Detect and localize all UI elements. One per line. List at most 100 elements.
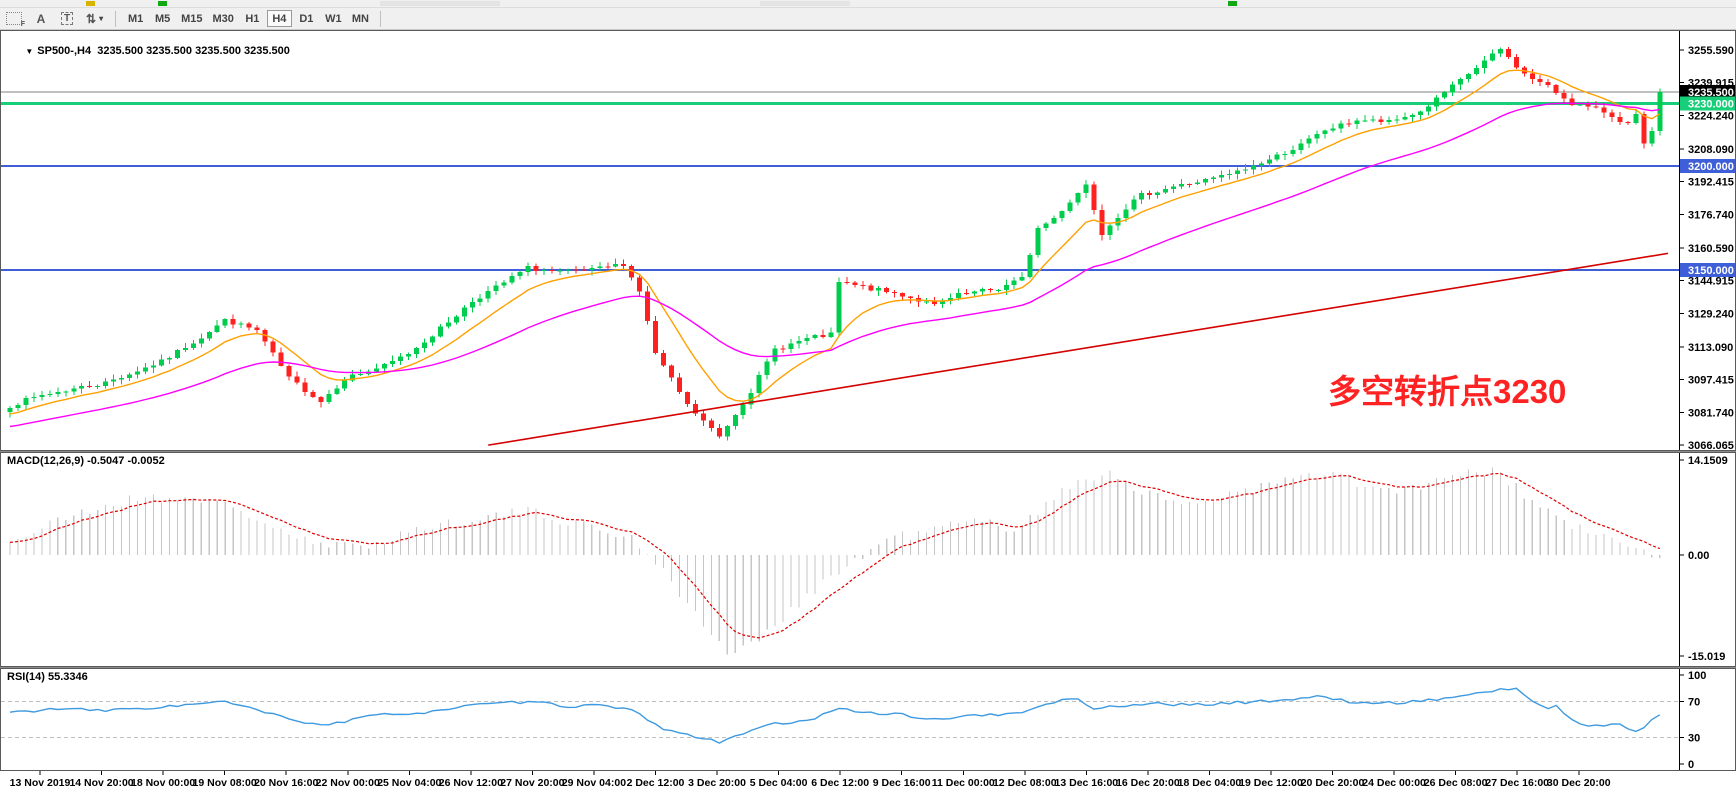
green-line-badge — [1680, 96, 1735, 111]
timeframe-button-h4[interactable]: H4 — [266, 10, 292, 27]
toolbar-separator — [115, 10, 117, 27]
rsi-axis-label: 70 — [1688, 697, 1700, 709]
ma-fast-orange-line — [9, 69, 1661, 415]
timeframe-button-m1[interactable]: M1 — [123, 10, 148, 27]
price-axis-label: 3097.415 — [1688, 375, 1734, 387]
time-axis-label: 6 Dec 12:00 — [811, 777, 869, 789]
red-trendline[interactable] — [488, 252, 1669, 446]
price-axis-label: 3129.240 — [1688, 308, 1734, 320]
decor-icon — [1228, 1, 1237, 6]
macd-axis-label: 0.00 — [1688, 550, 1709, 562]
arrows-icon: ⇅ — [86, 11, 97, 26]
toolbar-strip-partial — [0, 0, 1736, 8]
timeframe-button-w1[interactable]: W1 — [321, 10, 346, 27]
macd-axis-label: -15.019 — [1688, 651, 1725, 663]
chart-title-quotes: 3235.500 3235.500 3235.500 3235.500 — [97, 45, 290, 57]
time-axis-label: 3 Dec 20:00 — [688, 777, 746, 789]
price-axis-label: 3113.090 — [1688, 342, 1733, 354]
time-axis-label: 26 Dec 08:00 — [1424, 777, 1488, 789]
blue-line-badge-3150-text: 3150.000 — [1688, 265, 1734, 277]
price-axis-label: 3160.590 — [1688, 243, 1734, 255]
price-axis-label: 3176.740 — [1688, 209, 1734, 221]
rsi-axis-label: 100 — [1688, 670, 1706, 682]
chart-title-symbol: SP500-,H4 — [37, 45, 92, 57]
decor-icon — [380, 1, 500, 6]
time-axis-label: 27 Nov 20:00 — [500, 777, 564, 789]
chart-window: ▼ SP500-,H4 3235.500 3235.500 3235.500 32… — [0, 30, 1736, 793]
letter-a-icon: A — [36, 11, 46, 26]
annotation-text[interactable]: 多空转折点3230 — [1328, 373, 1566, 410]
time-axis-label: 14 Nov 20:00 — [69, 777, 133, 789]
ma-slow-magenta-line — [9, 102, 1660, 428]
time-axis-label: 18 Nov 00:00 — [131, 777, 195, 789]
current-price-badge-text: 3235.500 — [1688, 87, 1734, 99]
indicator-grid-tool-icon[interactable]: F — [2, 10, 26, 28]
time-axis-label: 20 Dec 20:00 — [1301, 777, 1365, 789]
symbol-dropdown-icon[interactable]: ▼ — [25, 47, 34, 56]
rsi-line — [9, 687, 1661, 744]
blue-line-badge-3200-text: 3200.000 — [1688, 161, 1734, 173]
macd-label: MACD(12,26,9) -0.5047 -0.0052 — [7, 455, 165, 467]
time-axis-label: 22 Nov 00:00 — [316, 777, 380, 789]
price-axis-label: 3081.740 — [1688, 407, 1734, 419]
candlestick-series — [7, 47, 1663, 441]
timeframe-button-d1[interactable]: D1 — [294, 10, 319, 27]
macd-indicator-pane[interactable]: MACD(12,26,9) -0.5047 -0.0052 14.1509 0.0… — [0, 452, 1736, 667]
boxed-t-icon: T — [60, 12, 74, 25]
price-axis-label: 3208.090 — [1688, 144, 1734, 156]
time-axis-label: 24 Dec 00:00 — [1362, 777, 1426, 789]
time-axis-label: 5 Dec 04:00 — [750, 777, 808, 789]
blue-line-badge-3150 — [1680, 263, 1735, 278]
main-toolbar: F A T ⇅ ▾ M1 M5 M15 M30 H1 H4 D1 W1 MN — [0, 8, 1736, 30]
main-chart-canvas: 3255.5903239.9153224.2403208.0903192.415… — [0, 30, 1736, 451]
text-label-tool-icon[interactable]: T — [56, 10, 78, 28]
macd-signal-line — [9, 472, 1661, 639]
blue-line-badge-3200 — [1680, 158, 1735, 173]
rsi-axis-label: 0 — [1688, 759, 1694, 771]
time-axis-label: 12 Dec 08:00 — [993, 777, 1057, 789]
time-axis-label: 25 Nov 04:00 — [377, 777, 441, 789]
time-axis-label: 9 Dec 16:00 — [873, 777, 931, 789]
rsi-indicator-pane[interactable]: RSI(14) 55.3346 100 70 30 0 — [0, 668, 1736, 771]
time-axis[interactable]: 13 Nov 2019 14 Nov 20:00 18 Nov 00:00 19 No… — [0, 771, 1736, 793]
time-axis-label: 11 Dec 00:00 — [932, 777, 995, 789]
time-axis-label: 29 Nov 04:00 — [562, 777, 626, 789]
arrows-tool-icon[interactable]: ⇅ ▾ — [82, 10, 107, 28]
timeframe-button-m30[interactable]: M30 — [208, 10, 237, 27]
rsi-axis-label: 30 — [1688, 732, 1700, 744]
time-axis-label: 30 Dec 20:00 — [1547, 777, 1611, 789]
macd-histogram — [9, 467, 1661, 655]
timeframe-button-h1[interactable]: H1 — [240, 10, 265, 27]
time-axis-label: 18 Dec 04:00 — [1178, 777, 1242, 789]
time-axis-label: 19 Nov 08:00 — [193, 777, 257, 789]
rsi-label: RSI(14) 55.3346 — [7, 671, 88, 683]
time-axis-label: 26 Nov 12:00 — [439, 777, 503, 789]
decor-icon — [86, 1, 95, 6]
price-axis-label: 3144.915 — [1688, 276, 1734, 288]
current-price-badge — [1680, 84, 1735, 99]
timeframe-button-m5[interactable]: M5 — [150, 10, 175, 27]
green-line-badge-text: 3230.000 — [1688, 98, 1734, 110]
decor-icon — [760, 1, 850, 6]
price-axis-label: 3224.240 — [1688, 110, 1734, 122]
main-chart-pane[interactable]: ▼ SP500-,H4 3235.500 3235.500 3235.500 32… — [0, 30, 1736, 451]
macd-canvas: 14.1509 0.00 -15.019 — [0, 452, 1736, 667]
macd-axis-label: 14.1509 — [1688, 455, 1728, 467]
timeframe-button-m15[interactable]: M15 — [177, 10, 206, 27]
decor-icon — [158, 1, 167, 6]
time-axis-label: 20 Nov 16:00 — [254, 777, 318, 789]
toolbar-separator — [380, 10, 381, 27]
time-axis-label: 2 Dec 12:00 — [627, 777, 685, 789]
time-axis-label: 27 Dec 16:00 — [1485, 777, 1549, 789]
price-axis-label: 3255.590 — [1688, 45, 1734, 57]
price-axis-label: 3192.415 — [1688, 177, 1734, 189]
time-axis-label: 16 Dec 20:00 — [1116, 777, 1180, 789]
chart-title: ▼ SP500-,H4 3235.500 3235.500 3235.500 32… — [7, 33, 290, 69]
timeframe-button-mn[interactable]: MN — [348, 10, 373, 27]
time-axis-label: 19 Dec 12:00 — [1239, 777, 1303, 789]
rsi-canvas: 100 70 30 0 — [0, 668, 1736, 771]
price-axis-label: 3066.065 — [1688, 440, 1734, 451]
time-axis-label: 13 Nov 2019 — [10, 777, 71, 789]
cursor-a-tool-icon[interactable]: A — [30, 10, 52, 28]
